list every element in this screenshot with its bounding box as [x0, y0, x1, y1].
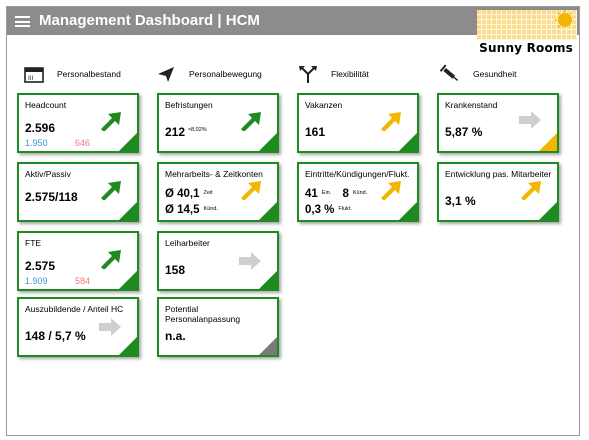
tile-value-note: ≈8,02%	[188, 127, 207, 133]
tile-title: Aktiv/Passiv	[25, 169, 71, 179]
status-corner	[259, 133, 277, 151]
tile-line-label: Künd.	[203, 206, 218, 212]
paper-plane-icon	[158, 67, 174, 82]
tile-mehrarbeit[interactable]: Mehrarbeits- & Zeitkonten Ø 40,1 Zeit Ø 1…	[157, 162, 279, 222]
trend-neutral-arrow-icon	[239, 252, 261, 270]
tile-title: Headcount	[25, 100, 67, 110]
status-corner	[119, 202, 137, 220]
tile-value-number: 212	[165, 125, 186, 139]
category-gesundheit: Gesundheit	[439, 62, 516, 86]
tile-title: Potential Personalanpassung	[165, 304, 241, 324]
trend-up-arrow-icon	[241, 181, 261, 200]
trend-neutral-arrow-icon	[99, 318, 121, 336]
trend-up-arrow-icon	[381, 181, 401, 200]
tile-title: Vakanzen	[305, 100, 343, 110]
status-corner	[539, 133, 557, 151]
status-corner	[539, 202, 557, 220]
category-label: Personalbewegung	[189, 69, 262, 79]
tile-title: Krankenstand	[445, 100, 498, 110]
tile-line-value: 0,3 %	[305, 204, 335, 216]
category-label: Gesundheit	[473, 69, 517, 79]
sunny-rooms-logo	[477, 10, 577, 40]
category-label: Flexibilität	[331, 69, 369, 79]
tile-value: 2.575/118	[25, 190, 78, 204]
tile-leiharbeiter[interactable]: Leiharbeiter 158	[157, 231, 279, 291]
tile-value: 3,1 %	[445, 194, 476, 208]
tile-title: Befristungen	[165, 100, 213, 110]
trend-up-arrow-icon	[381, 112, 401, 131]
tile-potential[interactable]: Potential Personalanpassung n.a.	[157, 297, 279, 357]
tile-line-label: Zeit	[203, 190, 213, 196]
tile-line-2: 0,3 % Flukt.	[305, 204, 352, 216]
tile-line-value: 41	[305, 188, 318, 200]
tile-value: 161	[305, 125, 326, 139]
tile-value: 158	[165, 263, 186, 277]
arrows-split-icon	[299, 66, 317, 83]
category-personalbestand: III Personalbestand	[23, 62, 121, 86]
syringe-icon	[439, 64, 459, 81]
status-corner	[119, 271, 137, 289]
tile-auszubildende[interactable]: Auszubildende / Anteil HC 148 / 5,7 %	[17, 297, 139, 357]
category-personalbewegung: Personalbewegung	[155, 62, 262, 86]
dashboard-frame: Management Dashboard | HCM Sunny Rooms I…	[6, 6, 580, 436]
trend-up-arrow-icon	[241, 112, 261, 131]
status-corner	[119, 337, 137, 355]
tile-title-line: Personalanpassung	[165, 313, 241, 324]
tile-title: Leiharbeiter	[165, 238, 210, 248]
trend-neutral-arrow-icon	[519, 111, 541, 129]
trend-up-arrow-icon	[521, 181, 541, 200]
tile-value: 2.596	[25, 121, 56, 135]
tile-sub-right: 646	[75, 138, 91, 148]
tile-title: Auszubildende / Anteil HC	[25, 304, 124, 314]
tile-title: Mehrarbeits- & Zeitkonten	[165, 169, 263, 179]
tile-line-value: Ø 40,1	[165, 188, 200, 200]
tile-sub-left: 1.909	[25, 276, 48, 286]
tile-headcount[interactable]: Headcount 2.596 1.950 646	[17, 93, 139, 153]
tile-entwicklung[interactable]: Entwicklung pas. Mitarbeiter 3,1 %	[437, 162, 559, 222]
calendar-icon: III	[24, 67, 44, 83]
tile-value: n.a.	[165, 329, 186, 343]
status-corner	[119, 133, 137, 151]
svg-text:III: III	[28, 75, 34, 82]
tile-title: FTE	[25, 238, 42, 248]
tile-krankenstand[interactable]: Krankenstand 5,87 %	[437, 93, 559, 153]
tile-value: 5,87 %	[445, 125, 483, 139]
category-flexibilitaet: Flexibilität	[297, 62, 369, 86]
tile-title-line: Potential	[165, 304, 199, 314]
tile-value: 148 / 5,7 %	[25, 329, 86, 343]
tile-fte[interactable]: FTE 2.575 1.909 584	[17, 231, 139, 291]
tile-title: Entwicklung pas. Mitarbeiter	[445, 169, 552, 179]
tile-line-value: 8	[342, 188, 349, 200]
status-corner	[399, 133, 417, 151]
tile-aktiv-passiv[interactable]: Aktiv/Passiv 2.575/118	[17, 162, 139, 222]
page-title: Management Dashboard | HCM	[39, 12, 260, 29]
hamburger-menu-icon[interactable]	[15, 16, 30, 27]
brand-name: Sunny Rooms	[479, 41, 573, 55]
trend-up-arrow-icon	[101, 250, 121, 269]
tile-line-2: Ø 14,5 Künd.	[165, 204, 218, 216]
tile-eintritte[interactable]: Eintritte/Kündigungen/Flukt. 41 Ein. 8 Kün…	[297, 162, 419, 222]
tile-line-1: 41 Ein. 8 Künd.	[305, 188, 367, 200]
tile-sub-right: 584	[75, 276, 91, 286]
status-corner	[399, 202, 417, 220]
tile-value: 2.575	[25, 259, 56, 273]
tile-line-1: Ø 40,1 Zeit	[165, 188, 213, 200]
trend-up-arrow-icon	[101, 112, 121, 131]
tile-value: 212 ≈8,02%	[165, 125, 207, 139]
tile-line-label: Flukt.	[338, 206, 352, 212]
status-corner	[259, 202, 277, 220]
tile-sub-left: 1.950	[25, 138, 48, 148]
tile-line-value: Ø 14,5	[165, 204, 200, 216]
tile-befristungen[interactable]: Befristungen 212 ≈8,02%	[157, 93, 279, 153]
status-corner	[259, 337, 277, 355]
tile-line-label: Ein.	[321, 190, 332, 196]
category-label: Personalbestand	[57, 69, 121, 79]
tile-title: Eintritte/Kündigungen/Flukt.	[305, 169, 410, 179]
tile-line-label: Künd.	[352, 190, 368, 196]
trend-up-arrow-icon	[101, 181, 121, 200]
status-corner	[259, 271, 277, 289]
tile-vakanzen[interactable]: Vakanzen 161	[297, 93, 419, 153]
